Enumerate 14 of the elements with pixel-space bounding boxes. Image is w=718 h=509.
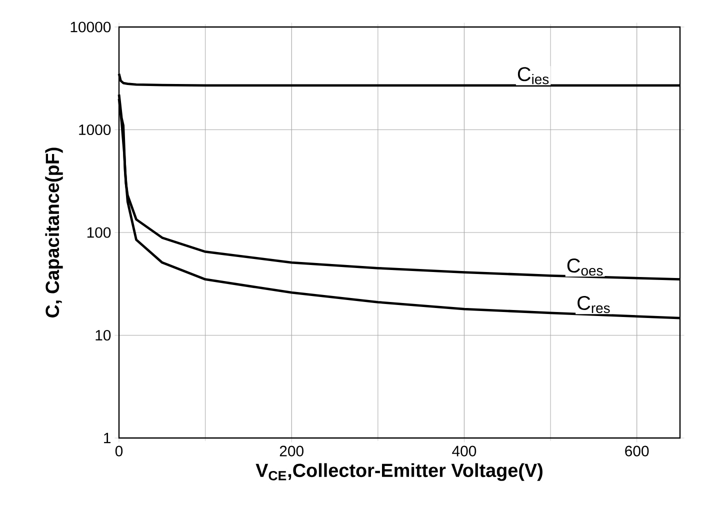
x-axis-title: V$_{CE}$,Collector-Emitter Voltage(V) [256, 463, 542, 481]
y-tick-label: 100 [87, 227, 111, 238]
annotation: C$_{res}$ [578, 296, 610, 314]
annotation: C$_{oes}$ [567, 258, 603, 276]
y-tick-label: 10000 [70, 22, 111, 32]
x-tick-label: 200 [280, 446, 304, 456]
y-tick-label: 1 [104, 432, 110, 444]
y-tick-label: 1000 [79, 124, 111, 136]
x-tick-label: 400 [452, 446, 476, 456]
y-tick-label: 10 [96, 330, 111, 341]
annotation: C$_{ies}$ [518, 67, 549, 84]
x-tick-label: 0 [115, 446, 123, 456]
y-axis-title: C, Capacitance(pF) [45, 148, 63, 318]
x-tick-label: 600 [625, 446, 649, 456]
